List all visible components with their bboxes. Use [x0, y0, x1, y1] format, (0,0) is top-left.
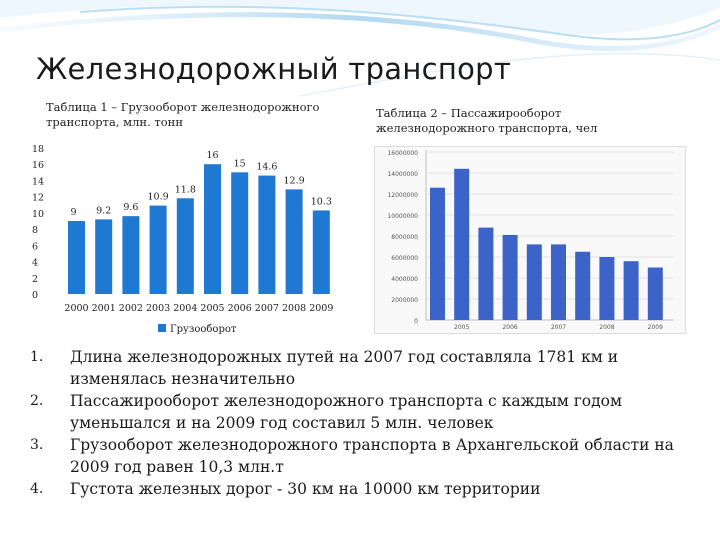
data-label: 9.6: [123, 202, 138, 213]
y-tick-label: 18: [32, 144, 44, 155]
legend-label: Грузооборот: [170, 324, 237, 335]
y-tick-label: 10000000: [387, 213, 418, 220]
x-tick-label: 2008: [282, 303, 306, 314]
fact-item: 2. Пассажирооборот железнодорожного тран…: [30, 390, 710, 434]
y-tick-label: 2000000: [391, 297, 418, 304]
legend-swatch: [158, 324, 166, 332]
data-label: 11.8: [175, 184, 196, 195]
data-label: 10.3: [311, 196, 332, 207]
y-tick-label: 16000000: [387, 150, 418, 157]
y-tick-label: 16: [32, 160, 44, 171]
bar: [454, 168, 470, 320]
y-tick-label: 14: [32, 176, 44, 187]
bar: [312, 210, 330, 294]
data-label: 10.9: [148, 192, 169, 203]
x-tick-label: 2006: [502, 324, 517, 331]
fact-text: Грузооборот железнодорожного транспорта …: [70, 436, 674, 476]
bar: [647, 267, 663, 320]
y-tick-label: 14000000: [387, 171, 418, 178]
bar: [258, 175, 276, 294]
bar: [502, 234, 518, 320]
data-label: 9.2: [96, 205, 111, 216]
data-label: 16: [206, 150, 218, 161]
x-tick-label: 2005: [454, 324, 469, 331]
bar: [68, 221, 85, 294]
x-tick-label: 2007: [551, 324, 566, 331]
x-tick-label: 2008: [599, 324, 614, 331]
x-tick-label: 2005: [200, 303, 224, 314]
fact-item: 4. Густота железных дорог - 30 км на 100…: [30, 478, 710, 500]
table1-caption: Таблица 1 – Грузооборот железнодорожного…: [46, 100, 320, 129]
x-tick-label: 2009: [648, 324, 663, 331]
y-tick-label: 4000000: [391, 276, 418, 283]
table2-caption: Таблица 2 – Пассажирооборот железнодорож…: [376, 106, 598, 135]
freight-turnover-chart: 0 2 4 6 8 10 12 14 16 18 9 2000 9.2 2001 9.6 2002 10.9 20…: [32, 144, 333, 335]
bar: [176, 198, 194, 294]
header-decoration: [0, 0, 720, 97]
y-tick-label: 8: [32, 225, 38, 236]
y-tick-label: 12: [32, 193, 44, 204]
fact-text: Густота железных дорог - 30 км на 10000 …: [70, 480, 541, 498]
bar: [623, 261, 639, 320]
x-tick-label: 2009: [309, 303, 333, 314]
x-tick-label: 2002: [119, 303, 143, 314]
y-tick-label: 6: [32, 241, 38, 252]
bar: [122, 216, 140, 294]
y-tick-label: 10: [32, 209, 44, 220]
page-title: Железнодорожный транспорт: [36, 52, 512, 86]
bar: [575, 251, 591, 320]
x-tick-label: 2001: [92, 303, 116, 314]
fact-number: 3.: [30, 437, 44, 453]
fact-number: 2.: [30, 393, 44, 409]
passenger-turnover-chart: 0 2000000 4000000 6000000 8000000 10000000 120…: [387, 150, 674, 331]
bar: [599, 257, 615, 320]
fact-item: 3. Грузооборот железнодорожного транспор…: [30, 434, 710, 478]
bar: [95, 219, 113, 294]
data-label: 9: [70, 207, 76, 218]
y-tick-label: 0: [32, 290, 38, 301]
fact-number: 4.: [30, 481, 44, 497]
fact-item: 1. Длина железнодорожных путей на 2007 г…: [30, 346, 710, 390]
bar: [149, 205, 167, 294]
y-tick-label: 12000000: [387, 192, 418, 199]
y-tick-label: 6000000: [391, 255, 418, 262]
fact-text: Длина железнодорожных путей на 2007 год …: [70, 348, 619, 388]
data-label: 14.6: [256, 162, 277, 173]
bar: [231, 172, 249, 294]
fact-number: 1.: [30, 349, 44, 365]
bar: [526, 244, 542, 320]
data-label: 12.9: [284, 175, 305, 186]
x-tick-label: 2000: [64, 303, 88, 314]
x-tick-label: 2003: [146, 303, 170, 314]
data-label: 15: [234, 158, 246, 169]
y-tick-label: 8000000: [391, 234, 418, 241]
bar: [478, 227, 494, 320]
y-tick-label: 4: [32, 258, 38, 269]
y-tick-label: 0: [414, 318, 418, 325]
facts-list: 1. Длина железнодорожных путей на 2007 г…: [30, 346, 710, 500]
y-tick-label: 2: [32, 274, 38, 285]
bar: [285, 189, 303, 294]
x-tick-label: 2006: [228, 303, 252, 314]
fact-text: Пассажирооборот железнодорожного транспо…: [70, 392, 623, 432]
bar: [430, 187, 445, 320]
bar: [204, 164, 221, 294]
bar: [551, 244, 566, 320]
x-tick-label: 2004: [173, 303, 197, 314]
x-tick-label: 2007: [255, 303, 279, 314]
